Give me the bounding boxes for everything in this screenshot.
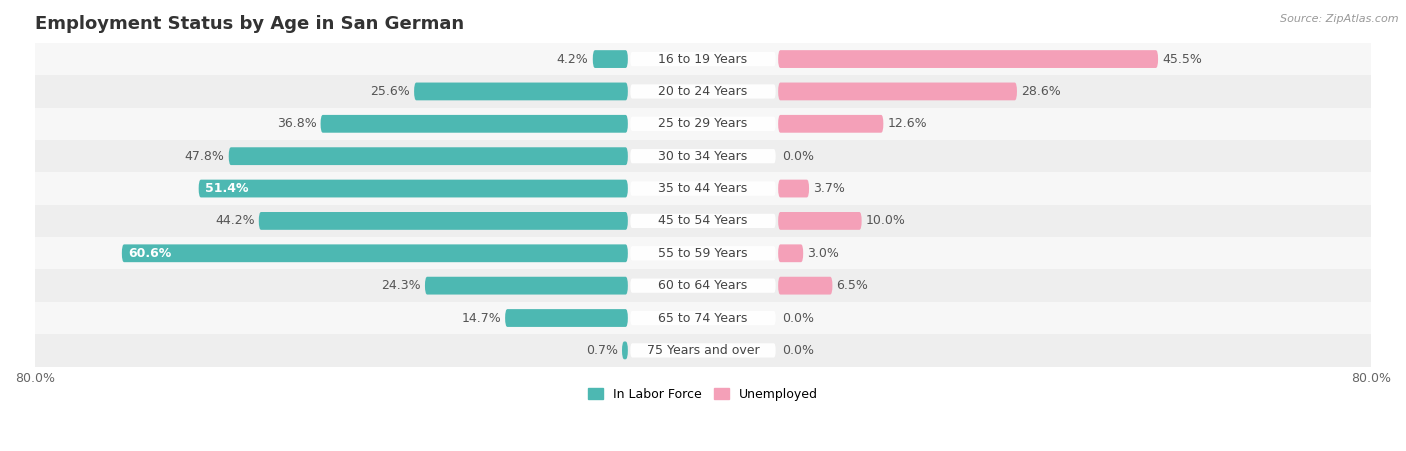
Text: 3.0%: 3.0% (807, 247, 839, 260)
Bar (35, 75, 1371, 108)
Text: 24.3%: 24.3% (381, 279, 420, 292)
Bar (35, 172, 1371, 205)
FancyBboxPatch shape (630, 84, 776, 99)
Text: 75 Years and over: 75 Years and over (647, 344, 759, 357)
Text: 0.7%: 0.7% (586, 344, 617, 357)
Text: 28.6%: 28.6% (1021, 85, 1062, 98)
FancyBboxPatch shape (630, 117, 776, 131)
FancyBboxPatch shape (630, 52, 776, 66)
Text: 60 to 64 Years: 60 to 64 Years (658, 279, 748, 292)
Text: 44.2%: 44.2% (215, 214, 254, 227)
FancyBboxPatch shape (630, 311, 776, 325)
FancyBboxPatch shape (778, 277, 832, 295)
Text: 25 to 29 Years: 25 to 29 Years (658, 117, 748, 130)
Legend: In Labor Force, Unemployed: In Labor Force, Unemployed (583, 382, 823, 405)
Text: 35 to 44 Years: 35 to 44 Years (658, 182, 748, 195)
FancyBboxPatch shape (778, 83, 1017, 100)
FancyBboxPatch shape (630, 279, 776, 293)
FancyBboxPatch shape (630, 181, 776, 196)
FancyBboxPatch shape (229, 147, 628, 165)
FancyBboxPatch shape (321, 115, 628, 133)
Bar (35, 237, 1371, 269)
FancyBboxPatch shape (621, 341, 628, 359)
FancyBboxPatch shape (259, 212, 628, 230)
Text: 3.7%: 3.7% (813, 182, 845, 195)
FancyBboxPatch shape (778, 179, 808, 198)
Bar (35, 140, 1371, 172)
Text: 16 to 19 Years: 16 to 19 Years (658, 53, 748, 65)
FancyBboxPatch shape (778, 212, 862, 230)
FancyBboxPatch shape (122, 244, 628, 262)
FancyBboxPatch shape (593, 50, 628, 68)
Text: 65 to 74 Years: 65 to 74 Years (658, 312, 748, 325)
Text: 55 to 59 Years: 55 to 59 Years (658, 247, 748, 260)
Text: 0.0%: 0.0% (782, 344, 814, 357)
Bar (35, 302, 1371, 334)
Bar (35, 269, 1371, 302)
Text: 14.7%: 14.7% (461, 312, 501, 325)
Bar (35, 108, 1371, 140)
FancyBboxPatch shape (778, 115, 883, 133)
Text: 6.5%: 6.5% (837, 279, 869, 292)
FancyBboxPatch shape (778, 50, 1159, 68)
Text: Employment Status by Age in San German: Employment Status by Age in San German (35, 15, 464, 33)
Bar (35, 334, 1371, 367)
Text: 10.0%: 10.0% (866, 214, 905, 227)
Bar (35, 205, 1371, 237)
Text: 60.6%: 60.6% (128, 247, 172, 260)
Text: 45 to 54 Years: 45 to 54 Years (658, 214, 748, 227)
FancyBboxPatch shape (415, 83, 628, 100)
FancyBboxPatch shape (630, 214, 776, 228)
Text: 51.4%: 51.4% (205, 182, 249, 195)
Text: 45.5%: 45.5% (1163, 53, 1202, 65)
FancyBboxPatch shape (425, 277, 628, 295)
Text: 0.0%: 0.0% (782, 312, 814, 325)
Text: 47.8%: 47.8% (184, 150, 225, 163)
Bar (35, 43, 1371, 75)
Text: 25.6%: 25.6% (370, 85, 411, 98)
FancyBboxPatch shape (505, 309, 628, 327)
Text: 20 to 24 Years: 20 to 24 Years (658, 85, 748, 98)
FancyBboxPatch shape (198, 179, 628, 198)
Text: 0.0%: 0.0% (782, 150, 814, 163)
Text: Source: ZipAtlas.com: Source: ZipAtlas.com (1281, 14, 1399, 23)
Text: 12.6%: 12.6% (887, 117, 927, 130)
FancyBboxPatch shape (630, 343, 776, 358)
FancyBboxPatch shape (630, 246, 776, 260)
FancyBboxPatch shape (778, 244, 803, 262)
Text: 4.2%: 4.2% (557, 53, 589, 65)
FancyBboxPatch shape (630, 149, 776, 163)
Text: 30 to 34 Years: 30 to 34 Years (658, 150, 748, 163)
Text: 36.8%: 36.8% (277, 117, 316, 130)
